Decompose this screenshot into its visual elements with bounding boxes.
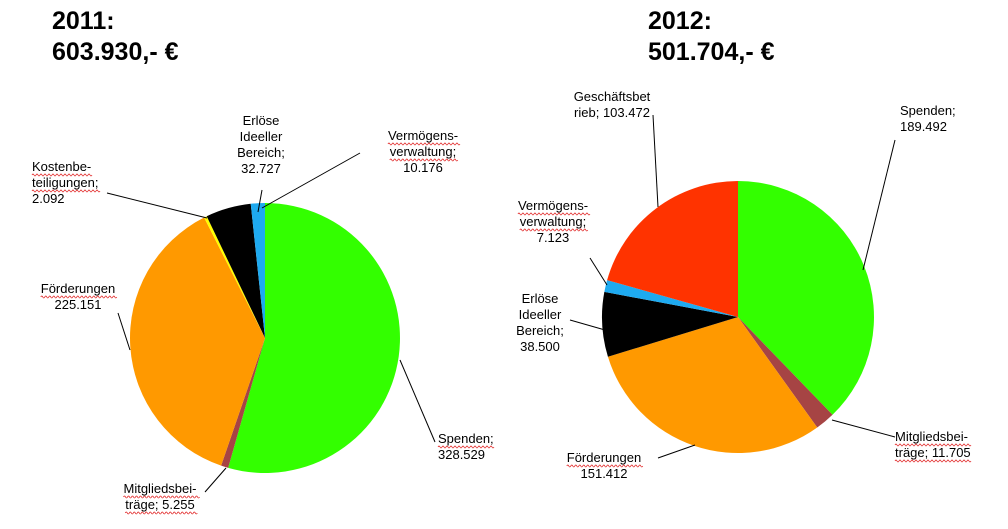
year-label: 2011:	[52, 7, 115, 35]
total-label: 501.704,- €	[648, 38, 775, 66]
spellcheck-underline	[31, 173, 93, 177]
chart-title-2011: 2011: 603.930,- €	[52, 6, 179, 68]
spellcheck-underline	[894, 443, 972, 447]
slice-label: Kostenbe-teiligungen; 2.092	[32, 159, 99, 206]
leader-line	[204, 467, 227, 493]
pie-slice	[228, 203, 400, 474]
chart-title-2012: 2012: 501.704,- €	[648, 6, 775, 68]
pie-slice	[738, 181, 874, 415]
spellcheck-underline	[437, 445, 495, 449]
spellcheck-underline	[387, 142, 461, 146]
slice-label: Spenden; 328.529	[438, 431, 494, 462]
total-label: 603.930,- €	[52, 38, 179, 66]
slice-label: Erlöse Ideeller Bereich; 32.727	[237, 113, 285, 176]
leader-line	[106, 192, 208, 219]
leader-line	[657, 444, 696, 459]
spellcheck-underline	[123, 495, 200, 499]
spellcheck-underline	[31, 189, 101, 193]
leader-line	[257, 189, 263, 213]
pie-slice	[738, 317, 833, 428]
slice-label: Vermögens-verwaltung; 10.176	[388, 128, 458, 175]
leader-line	[589, 257, 608, 286]
spellcheck-underline	[519, 228, 589, 232]
slice-label: Vermögens-verwaltung; 7.123	[518, 198, 588, 245]
slice-label: Spenden; 189.492	[900, 103, 956, 134]
pie-slice	[204, 216, 265, 338]
pie-slice	[607, 317, 818, 454]
year-label: 2012:	[648, 7, 712, 35]
spellcheck-underline	[566, 464, 644, 468]
pie-slice	[206, 203, 265, 338]
pie-slice	[604, 280, 738, 317]
leader-line	[569, 319, 606, 331]
spellcheck-underline	[40, 295, 118, 299]
pie-chart-0: Spenden; 328.529 Mitgliedsbei-träge; 5.255…	[31, 113, 495, 515]
slice-label: Mitgliedsbei-träge; 5.255	[124, 481, 197, 512]
slice-label: Mitgliedsbei-träge; 11.705	[895, 429, 971, 460]
leader-line	[117, 312, 131, 351]
slice-label: Förderungen 225.151	[41, 281, 115, 312]
leader-line	[261, 152, 361, 209]
slice-label: Geschäftsbet rieb; 103.472	[574, 89, 651, 120]
pie-slice	[601, 291, 738, 357]
leader-line	[652, 114, 659, 208]
slice-label: Förderungen 151.412	[567, 450, 641, 481]
spellcheck-underline	[124, 511, 198, 515]
leader-line	[399, 359, 436, 443]
leader-line	[862, 139, 896, 271]
spellcheck-underline	[389, 158, 459, 162]
pie-slice	[221, 338, 265, 468]
leader-line	[831, 419, 896, 438]
pie-chart-1: Spenden; 189.492 Mitgliedsbei-träge; 11.70…	[516, 89, 972, 481]
pie-slice	[129, 217, 265, 466]
spellcheck-underline	[894, 459, 972, 463]
slice-label: Erlöse Ideeller Bereich; 38.500	[516, 291, 564, 354]
pie-slice	[607, 181, 738, 317]
spellcheck-underline	[517, 212, 591, 216]
pie-slice	[250, 203, 265, 338]
